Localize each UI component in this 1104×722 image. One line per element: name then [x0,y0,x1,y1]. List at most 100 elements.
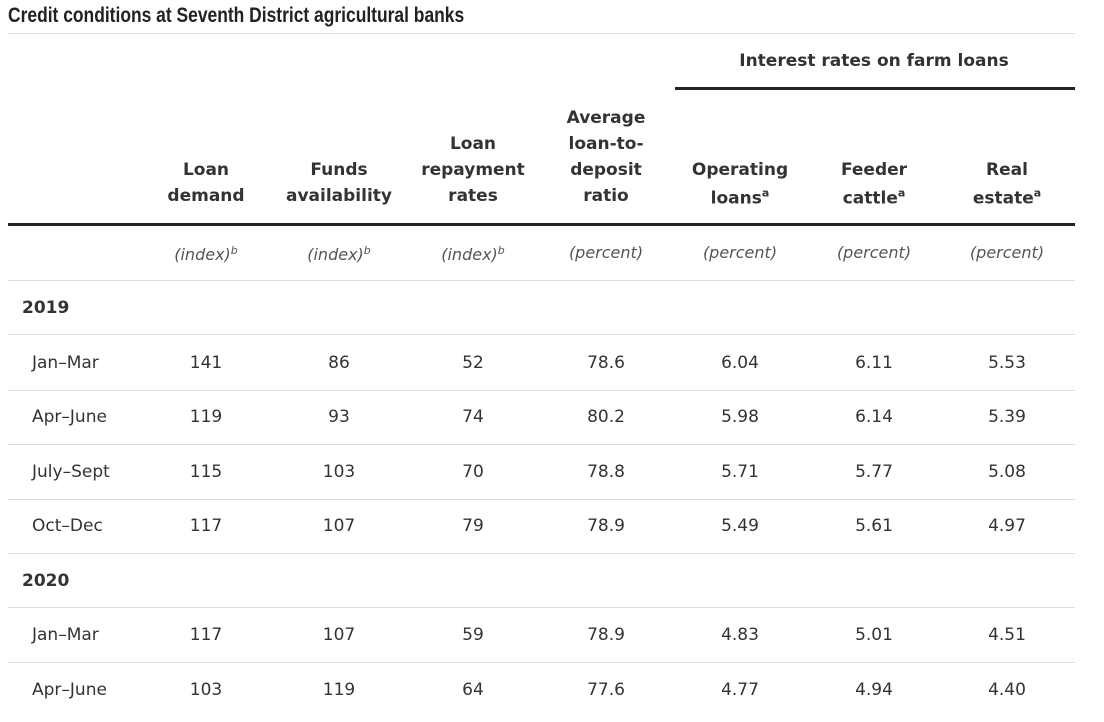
cell: 6.04 [721,352,759,373]
column-header: rates [448,186,498,206]
cell: 5.49 [721,516,759,536]
unit: (index)b [307,241,371,265]
cell: 117 [189,625,223,645]
cell: 5.39 [988,407,1026,427]
row-rule [8,444,1075,445]
unit-text: (percent) [702,243,778,262]
header-text: ratio [583,186,629,206]
unit: (percent) [970,243,1044,263]
footnote-mark: a [761,186,770,200]
header-text: demand [167,186,245,206]
unit: (percent) [703,243,777,263]
cell: 80.2 [587,407,625,427]
cell: 78.8 [587,461,625,482]
header-text: loan-to- [568,134,644,154]
cell: 93 [328,407,350,427]
section-year: 2019 [22,298,70,318]
cell: 70 [462,461,484,482]
row-label: Apr–June [32,407,107,427]
cell: 74 [462,407,484,427]
cell: 4.40 [988,679,1026,700]
column-header: Feeder [841,160,907,180]
unit: (percent) [569,243,643,263]
footnote-mark: b [363,243,371,257]
column-header: availability [286,186,392,206]
unit: (percent) [837,243,911,263]
column-header: loan-to- [569,134,644,154]
unit-text: (percent) [836,243,912,262]
column-header: estatea [973,184,1041,209]
cell: 119 [322,679,356,700]
cell: 115 [189,461,223,482]
unit-text: (index) [441,245,498,265]
cell: 4.51 [988,625,1026,645]
cell: 4.94 [855,679,893,700]
cell: 5.08 [988,461,1026,482]
column-header: deposit [570,160,642,180]
column-header: demand [167,186,244,206]
cell: 77.6 [587,679,625,700]
header-text: repayment [421,160,525,180]
cell: 4.83 [721,625,759,645]
cell: 5.98 [721,407,759,427]
footnote-mark: b [230,243,238,257]
cell: 5.71 [721,461,759,482]
cell: 107 [322,516,356,536]
column-header: Average [567,108,646,128]
column-header: repayment [421,160,525,180]
column-header: Loan [450,134,496,154]
cell: 78.6 [587,352,625,373]
cell: 86 [328,352,350,373]
row-label: Jan–Mar [32,625,99,645]
title: Credit conditions at Seventh District ag… [8,4,465,27]
cell: 78.9 [587,625,625,645]
column-header: ratio [583,186,629,206]
column-header: Funds [310,160,367,180]
row-rule [8,553,1075,554]
row-rule [8,606,1075,608]
cell: 79 [462,516,484,536]
column-header: Real [986,160,1028,180]
cell: 103 [322,461,356,482]
footnote-mark: b [497,243,505,257]
header-text: estate [972,188,1034,209]
cell: 103 [189,679,223,700]
header-text: cattle [842,188,898,209]
column-header: Operating [692,160,788,180]
header-text: Loan [449,134,497,154]
row-rule [8,389,1075,391]
cell: 5.01 [855,625,893,645]
unit-text: (percent) [969,243,1045,262]
section-year: 2020 [22,570,70,591]
row-label: Jan–Mar [32,352,99,373]
row-rule [8,498,1075,500]
unit: (index)b [441,241,505,265]
header-text: loans [710,188,762,209]
cell: 6.14 [855,407,893,427]
cell: 5.77 [855,461,893,482]
row-rule [8,280,1075,281]
column-header: Loan [183,160,229,180]
group-rule [675,87,1075,90]
cell: 117 [189,516,223,536]
row-rule [8,662,1075,663]
header-rule [8,223,1075,226]
footnote-mark: a [1033,186,1042,200]
cell: 5.53 [988,352,1026,373]
header-text: Operating [691,160,789,180]
header-text: deposit [570,160,642,180]
header-text: Average [566,108,646,128]
column-header: cattlea [843,184,906,209]
cell: 52 [462,352,484,373]
cell: 4.97 [988,516,1026,536]
header-text: Loan [182,160,230,180]
column-header: loansa [711,184,770,209]
row-rule [8,334,1075,335]
cell: 64 [462,679,484,700]
unit: (index)b [174,241,238,265]
cell: 119 [189,407,223,427]
group-header: Interest rates on farm loans [739,51,1009,71]
cell: 5.61 [855,516,893,536]
row-label: Apr–June [32,679,107,700]
